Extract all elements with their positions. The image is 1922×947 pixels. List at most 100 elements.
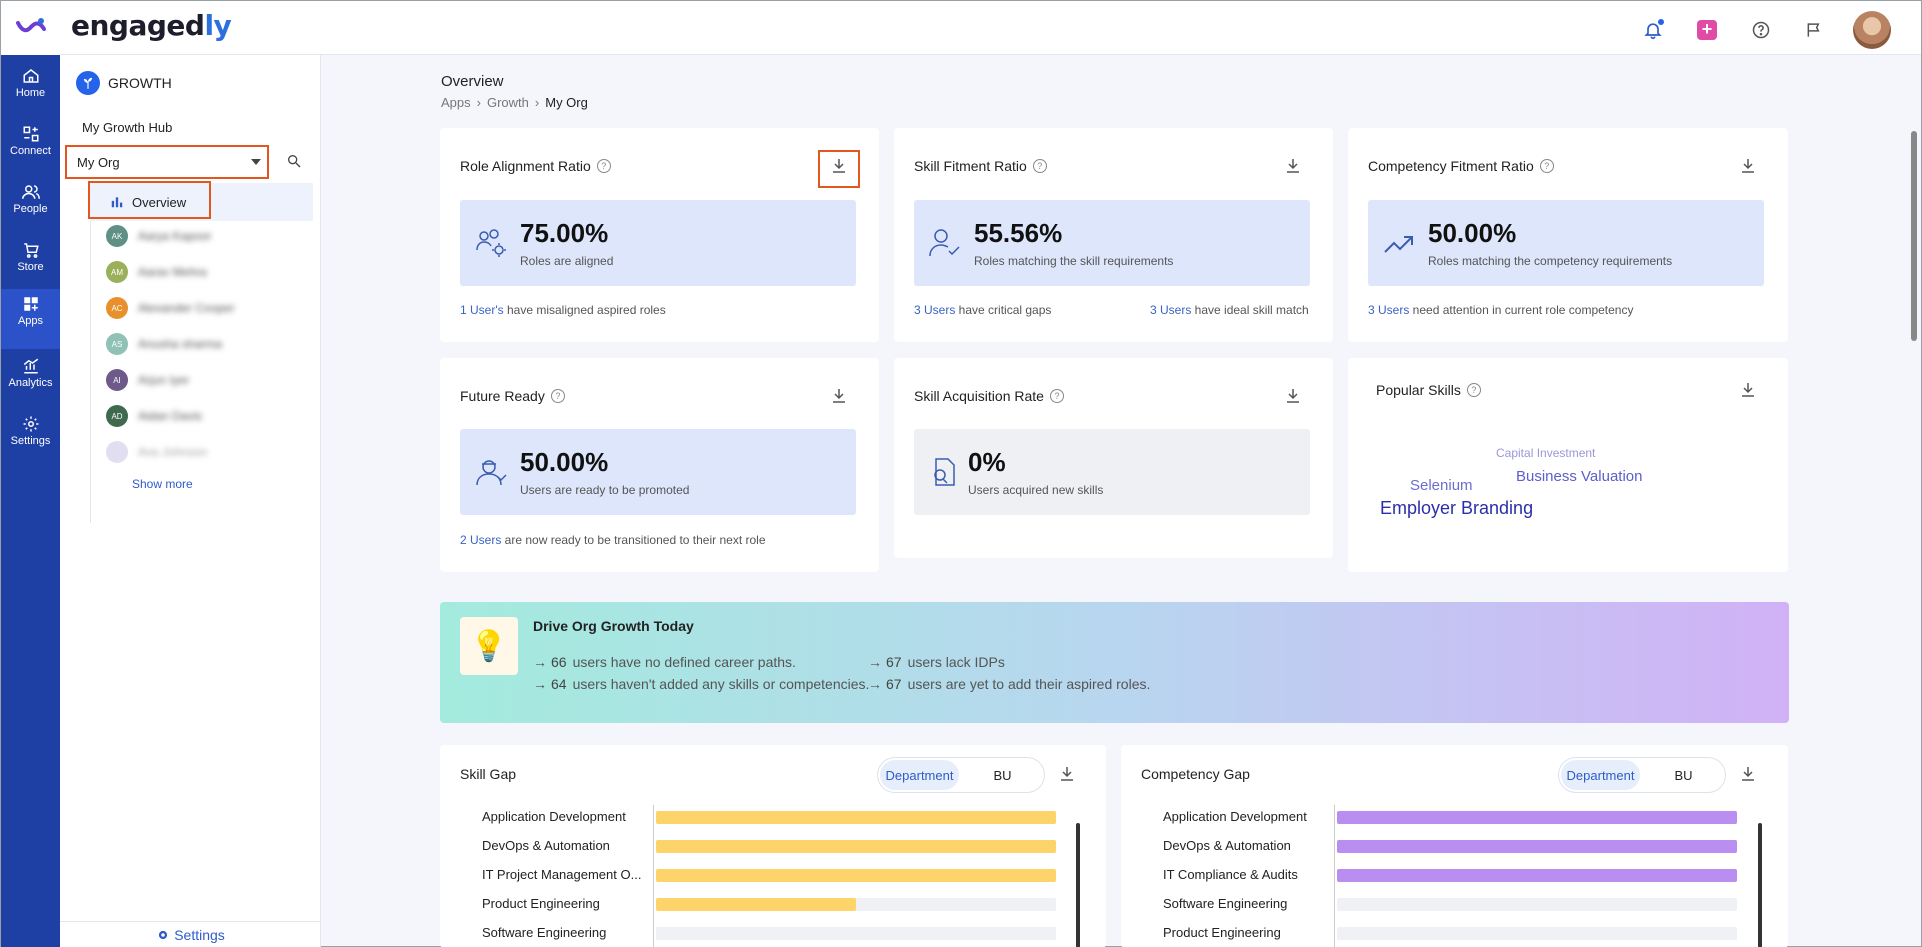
role-alignment-card: Role Alignment Ratio? 75.00% Roles are a… bbox=[440, 128, 879, 342]
rail-settings-label: Settings bbox=[10, 435, 51, 447]
toggle-department[interactable]: Department bbox=[880, 760, 959, 790]
stat-subtitle: Roles matching the competency requiremen… bbox=[1428, 254, 1673, 268]
sidebar-person-item[interactable]: Ava Johnson bbox=[106, 441, 207, 463]
overview-nav-item[interactable]: Overview bbox=[90, 183, 313, 221]
create-plus-icon[interactable]: + bbox=[1691, 14, 1723, 46]
help-icon[interactable]: ? bbox=[596, 159, 611, 173]
skill-gap-row[interactable]: Software Engineering bbox=[460, 923, 1056, 943]
rail-connect[interactable]: Connect bbox=[1, 119, 60, 173]
announcement-megaphone-icon[interactable] bbox=[1799, 14, 1831, 46]
show-more-link[interactable]: Show more bbox=[132, 477, 193, 491]
competency-gap-row[interactable]: Product Engineering bbox=[1141, 923, 1737, 943]
chart-axis bbox=[653, 805, 654, 947]
top-actions: + bbox=[1637, 11, 1891, 49]
banner-count[interactable]: 67 bbox=[886, 654, 902, 670]
my-growth-hub-link[interactable]: My Growth Hub bbox=[82, 120, 173, 135]
notifications-bell-icon[interactable] bbox=[1637, 14, 1669, 46]
skill-word[interactable]: Selenium bbox=[1410, 477, 1473, 494]
competency-gap-row[interactable]: Application Development bbox=[1141, 807, 1737, 827]
skill-word[interactable]: Capital Investment bbox=[1496, 446, 1596, 460]
card-title: Popular Skills? bbox=[1376, 382, 1481, 398]
analytics-icon bbox=[23, 358, 38, 374]
footer-user-link[interactable]: 1 User's bbox=[460, 303, 504, 317]
skill-word[interactable]: Employer Branding bbox=[1380, 498, 1534, 518]
download-icon[interactable] bbox=[832, 388, 846, 404]
rail-home[interactable]: Home bbox=[1, 61, 60, 115]
help-icon[interactable]: ? bbox=[1049, 389, 1064, 403]
bar-label: Application Development bbox=[1163, 809, 1307, 824]
toggle-department[interactable]: Department bbox=[1561, 760, 1640, 790]
bar-fill bbox=[656, 898, 856, 911]
footer-user-link[interactable]: 3 Users bbox=[914, 303, 956, 317]
sidebar-person-item[interactable]: AD Aidan Davis bbox=[106, 405, 202, 427]
competency-gap-toggle: Department BU bbox=[1558, 757, 1726, 793]
stat-value: 50.00% bbox=[520, 447, 609, 477]
people-settings-icon bbox=[476, 229, 506, 257]
search-icon[interactable] bbox=[286, 153, 302, 172]
rail-settings[interactable]: Settings bbox=[1, 409, 60, 463]
help-icon[interactable] bbox=[1745, 14, 1777, 46]
footer-user-link[interactable]: 2 Users bbox=[460, 533, 502, 547]
rail-apps[interactable]: Apps bbox=[1, 289, 60, 349]
download-icon[interactable] bbox=[1060, 766, 1074, 782]
bar-label: DevOps & Automation bbox=[482, 838, 610, 853]
main-scrollbar[interactable] bbox=[1911, 131, 1917, 341]
banner-count[interactable]: 66 bbox=[551, 654, 567, 670]
rail-logo-icon[interactable] bbox=[1, 1, 60, 55]
rail-people[interactable]: People bbox=[1, 177, 60, 231]
skill-gap-row[interactable]: IT Project Management O... bbox=[460, 865, 1056, 885]
skill-word[interactable]: Business Valuation bbox=[1516, 468, 1643, 485]
sidebar-person-item[interactable]: AC Alexander Cooper bbox=[106, 297, 235, 319]
brand-logo[interactable]: engagedly bbox=[71, 9, 232, 42]
help-icon[interactable]: ? bbox=[1539, 159, 1554, 173]
skill-gap-row[interactable]: DevOps & Automation bbox=[460, 836, 1056, 856]
download-icon[interactable] bbox=[1741, 158, 1755, 174]
competency-gap-scrollbar[interactable] bbox=[1758, 823, 1762, 947]
banner-text: users are yet to add their aspired roles… bbox=[907, 676, 1151, 692]
rail-analytics-label: Analytics bbox=[8, 377, 53, 389]
sidebar-person-item[interactable]: AI Arjun Iyer bbox=[106, 369, 189, 391]
footer-user-link[interactable]: 3 Users bbox=[1368, 303, 1410, 317]
skill-gap-scrollbar[interactable] bbox=[1076, 823, 1080, 947]
rail-analytics[interactable]: Analytics bbox=[1, 351, 60, 405]
breadcrumb-growth[interactable]: Growth bbox=[486, 95, 529, 110]
footer-user-link[interactable]: 3 Users bbox=[1150, 303, 1192, 317]
competency-gap-row[interactable]: DevOps & Automation bbox=[1141, 836, 1737, 856]
toggle-bu[interactable]: BU bbox=[1674, 767, 1693, 783]
card-title: Competency Gap bbox=[1141, 766, 1250, 782]
skill-gap-row[interactable]: Product Engineering bbox=[460, 894, 1056, 914]
sidebar-person-item[interactable]: AM Aarav Mehra bbox=[106, 261, 207, 283]
card-title: Role Alignment Ratio? bbox=[460, 158, 611, 174]
sidebar-settings-link[interactable]: Settings bbox=[60, 921, 321, 947]
toggle-bu[interactable]: BU bbox=[993, 767, 1012, 783]
skill-gap-card: Skill Gap Department BU Application Deve… bbox=[440, 745, 1106, 947]
help-icon[interactable]: ? bbox=[1032, 159, 1047, 173]
banner-count[interactable]: 67 bbox=[886, 676, 902, 692]
card-title-text: Popular Skills bbox=[1376, 382, 1461, 398]
breadcrumb-my-org: My Org bbox=[545, 95, 588, 110]
download-icon[interactable] bbox=[832, 158, 846, 174]
avatar: AC bbox=[106, 297, 128, 319]
rail-store[interactable]: Store bbox=[1, 235, 60, 289]
org-select-value: My Org bbox=[77, 155, 120, 170]
download-icon[interactable] bbox=[1286, 158, 1300, 174]
download-icon[interactable] bbox=[1286, 388, 1300, 404]
sidebar-person-item[interactable]: AS Anusha sharma bbox=[106, 333, 222, 355]
rail-home-label: Home bbox=[15, 87, 46, 99]
banner-count[interactable]: 64 bbox=[551, 676, 567, 692]
person-name: Aarya Kapoor bbox=[138, 229, 212, 243]
bar-label: DevOps & Automation bbox=[1163, 838, 1291, 853]
skill-gap-row[interactable]: Application Development bbox=[460, 807, 1056, 827]
org-select[interactable]: My Org bbox=[65, 145, 269, 179]
help-icon[interactable]: ? bbox=[550, 389, 565, 403]
competency-gap-row[interactable]: Software Engineering bbox=[1141, 894, 1737, 914]
bar-label: Product Engineering bbox=[482, 896, 600, 911]
download-icon[interactable] bbox=[1741, 382, 1755, 398]
download-icon[interactable] bbox=[1741, 766, 1755, 782]
user-avatar[interactable] bbox=[1853, 11, 1891, 49]
breadcrumb: Apps › Growth › My Org bbox=[441, 95, 588, 110]
breadcrumb-apps[interactable]: Apps bbox=[441, 95, 471, 110]
help-icon[interactable]: ? bbox=[1466, 383, 1481, 397]
competency-gap-row[interactable]: IT Compliance & Audits bbox=[1141, 865, 1737, 885]
sidebar-person-item[interactable]: AK Aarya Kapoor bbox=[106, 225, 211, 247]
